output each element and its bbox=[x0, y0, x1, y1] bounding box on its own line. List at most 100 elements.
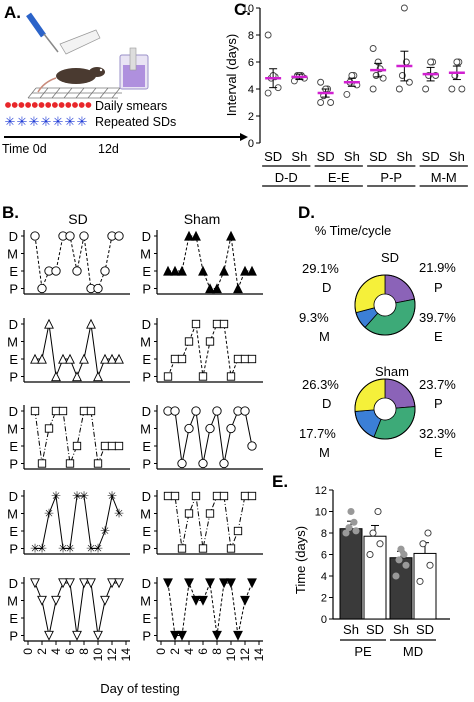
c-data-point bbox=[369, 45, 377, 52]
b-marker-circle bbox=[65, 231, 75, 241]
b-x-tick-label: 14 bbox=[119, 648, 133, 662]
b-marker-star: ✳ bbox=[107, 489, 117, 503]
panel-a: A. bbox=[2, 3, 248, 156]
b-state-label: P bbox=[9, 370, 18, 385]
smear-dot bbox=[85, 102, 92, 108]
b-trace-line bbox=[35, 494, 120, 549]
b-state-label: P bbox=[142, 457, 151, 472]
b-state-label: D bbox=[9, 229, 18, 244]
d-slice-value: 21.9% bbox=[419, 260, 456, 275]
e-data-point bbox=[397, 545, 405, 553]
smear-dot bbox=[11, 102, 18, 108]
b-marker-square bbox=[177, 354, 187, 364]
b-marker-triangle bbox=[191, 230, 201, 241]
b-state-label: M bbox=[140, 422, 151, 437]
b-marker-square bbox=[100, 441, 110, 451]
c-y-tick-label: 6 bbox=[248, 57, 254, 69]
b-x-tick-label: 4 bbox=[182, 648, 196, 655]
c-group-label: Sh bbox=[449, 149, 465, 164]
e-category-label: MD bbox=[403, 644, 423, 659]
b-x-tick-label: 10 bbox=[91, 648, 105, 662]
smear-dot bbox=[78, 102, 85, 108]
sd-star-marker: ✳ bbox=[53, 114, 64, 129]
c-data-point bbox=[395, 85, 403, 93]
b-marker-triangle-down bbox=[219, 578, 229, 589]
d-pie-outline bbox=[354, 274, 416, 336]
b-marker-square bbox=[219, 491, 229, 501]
b-marker-square bbox=[233, 526, 243, 536]
b-marker-circle bbox=[198, 458, 208, 469]
b-x-tick-label: 8 bbox=[210, 648, 224, 655]
b-marker-circle bbox=[37, 283, 47, 294]
c-data-point bbox=[453, 58, 461, 66]
b-state-label: E bbox=[9, 611, 18, 626]
c-transition-label: M-M bbox=[431, 170, 457, 185]
b-marker-circle bbox=[79, 231, 89, 241]
b-x-tick-label: 10 bbox=[224, 648, 238, 662]
c-y-tick-label: 10 bbox=[242, 3, 254, 15]
d-slice-D bbox=[354, 378, 386, 412]
b-marker-triangle bbox=[107, 353, 117, 364]
e-y-tick-label: 0 bbox=[321, 614, 327, 626]
b-marker-triangle-down bbox=[184, 578, 194, 589]
b-state-label: P bbox=[9, 542, 18, 557]
c-group-label: SD bbox=[422, 149, 440, 164]
b-x-tick-label: 0 bbox=[21, 648, 35, 655]
c-data-point bbox=[422, 85, 430, 93]
b-marker-square bbox=[184, 337, 194, 346]
b-state-label: D bbox=[142, 317, 151, 332]
panel-d-label: D. bbox=[298, 203, 315, 222]
b-trace-line bbox=[34, 235, 119, 291]
b-marker-triangle-down bbox=[51, 595, 61, 606]
b-marker-star: ✳ bbox=[93, 542, 103, 556]
b-marker-square bbox=[163, 491, 173, 501]
b-marker-triangle bbox=[93, 371, 103, 382]
b-trace-line bbox=[167, 581, 253, 636]
panel-b-title-sd: SD bbox=[68, 211, 87, 227]
e-data-point bbox=[366, 550, 374, 559]
sd-star-marker: ✳ bbox=[77, 114, 88, 129]
b-marker-circle bbox=[191, 406, 201, 416]
smear-dot bbox=[45, 102, 52, 108]
e-data-point bbox=[392, 572, 400, 580]
b-marker-square bbox=[198, 544, 208, 553]
b-trace-line bbox=[168, 235, 252, 291]
b-marker-square bbox=[219, 319, 229, 329]
c-data-point bbox=[369, 85, 377, 93]
b-marker-square bbox=[205, 337, 215, 346]
b-state-label: D bbox=[9, 404, 18, 419]
b-marker-triangle bbox=[30, 353, 40, 364]
b-state-label: D bbox=[9, 489, 18, 504]
c-group-label: Sh bbox=[291, 149, 307, 164]
b-marker-triangle-down bbox=[198, 595, 208, 606]
b-marker-circle bbox=[100, 266, 110, 276]
b-marker-triangle-down bbox=[240, 595, 250, 606]
smear-dot bbox=[52, 102, 58, 108]
b-state-label: D bbox=[142, 229, 151, 244]
b-marker-circle bbox=[226, 423, 236, 434]
e-data-point bbox=[374, 507, 382, 516]
e-bar-label: Sh bbox=[393, 622, 409, 637]
b-marker-square bbox=[212, 491, 222, 501]
d-pie-title: SD bbox=[381, 250, 399, 265]
e-data-point bbox=[402, 561, 410, 569]
b-state-label: E bbox=[9, 439, 18, 454]
b-marker-triangle-down bbox=[233, 630, 243, 641]
b-marker-triangle-down bbox=[79, 578, 89, 589]
b-marker-circle bbox=[93, 283, 103, 294]
smear-dot bbox=[31, 102, 38, 108]
b-marker-square bbox=[65, 459, 75, 468]
b-state-label: E bbox=[142, 352, 151, 367]
b-state-label: P bbox=[9, 629, 18, 644]
e-y-tick-label: 12 bbox=[315, 485, 327, 497]
b-marker-star: ✳ bbox=[37, 542, 47, 556]
b-marker-triangle-down bbox=[93, 630, 103, 641]
b-marker-square bbox=[177, 544, 187, 553]
b-state-label: P bbox=[142, 282, 151, 297]
b-marker-triangle bbox=[170, 265, 180, 276]
